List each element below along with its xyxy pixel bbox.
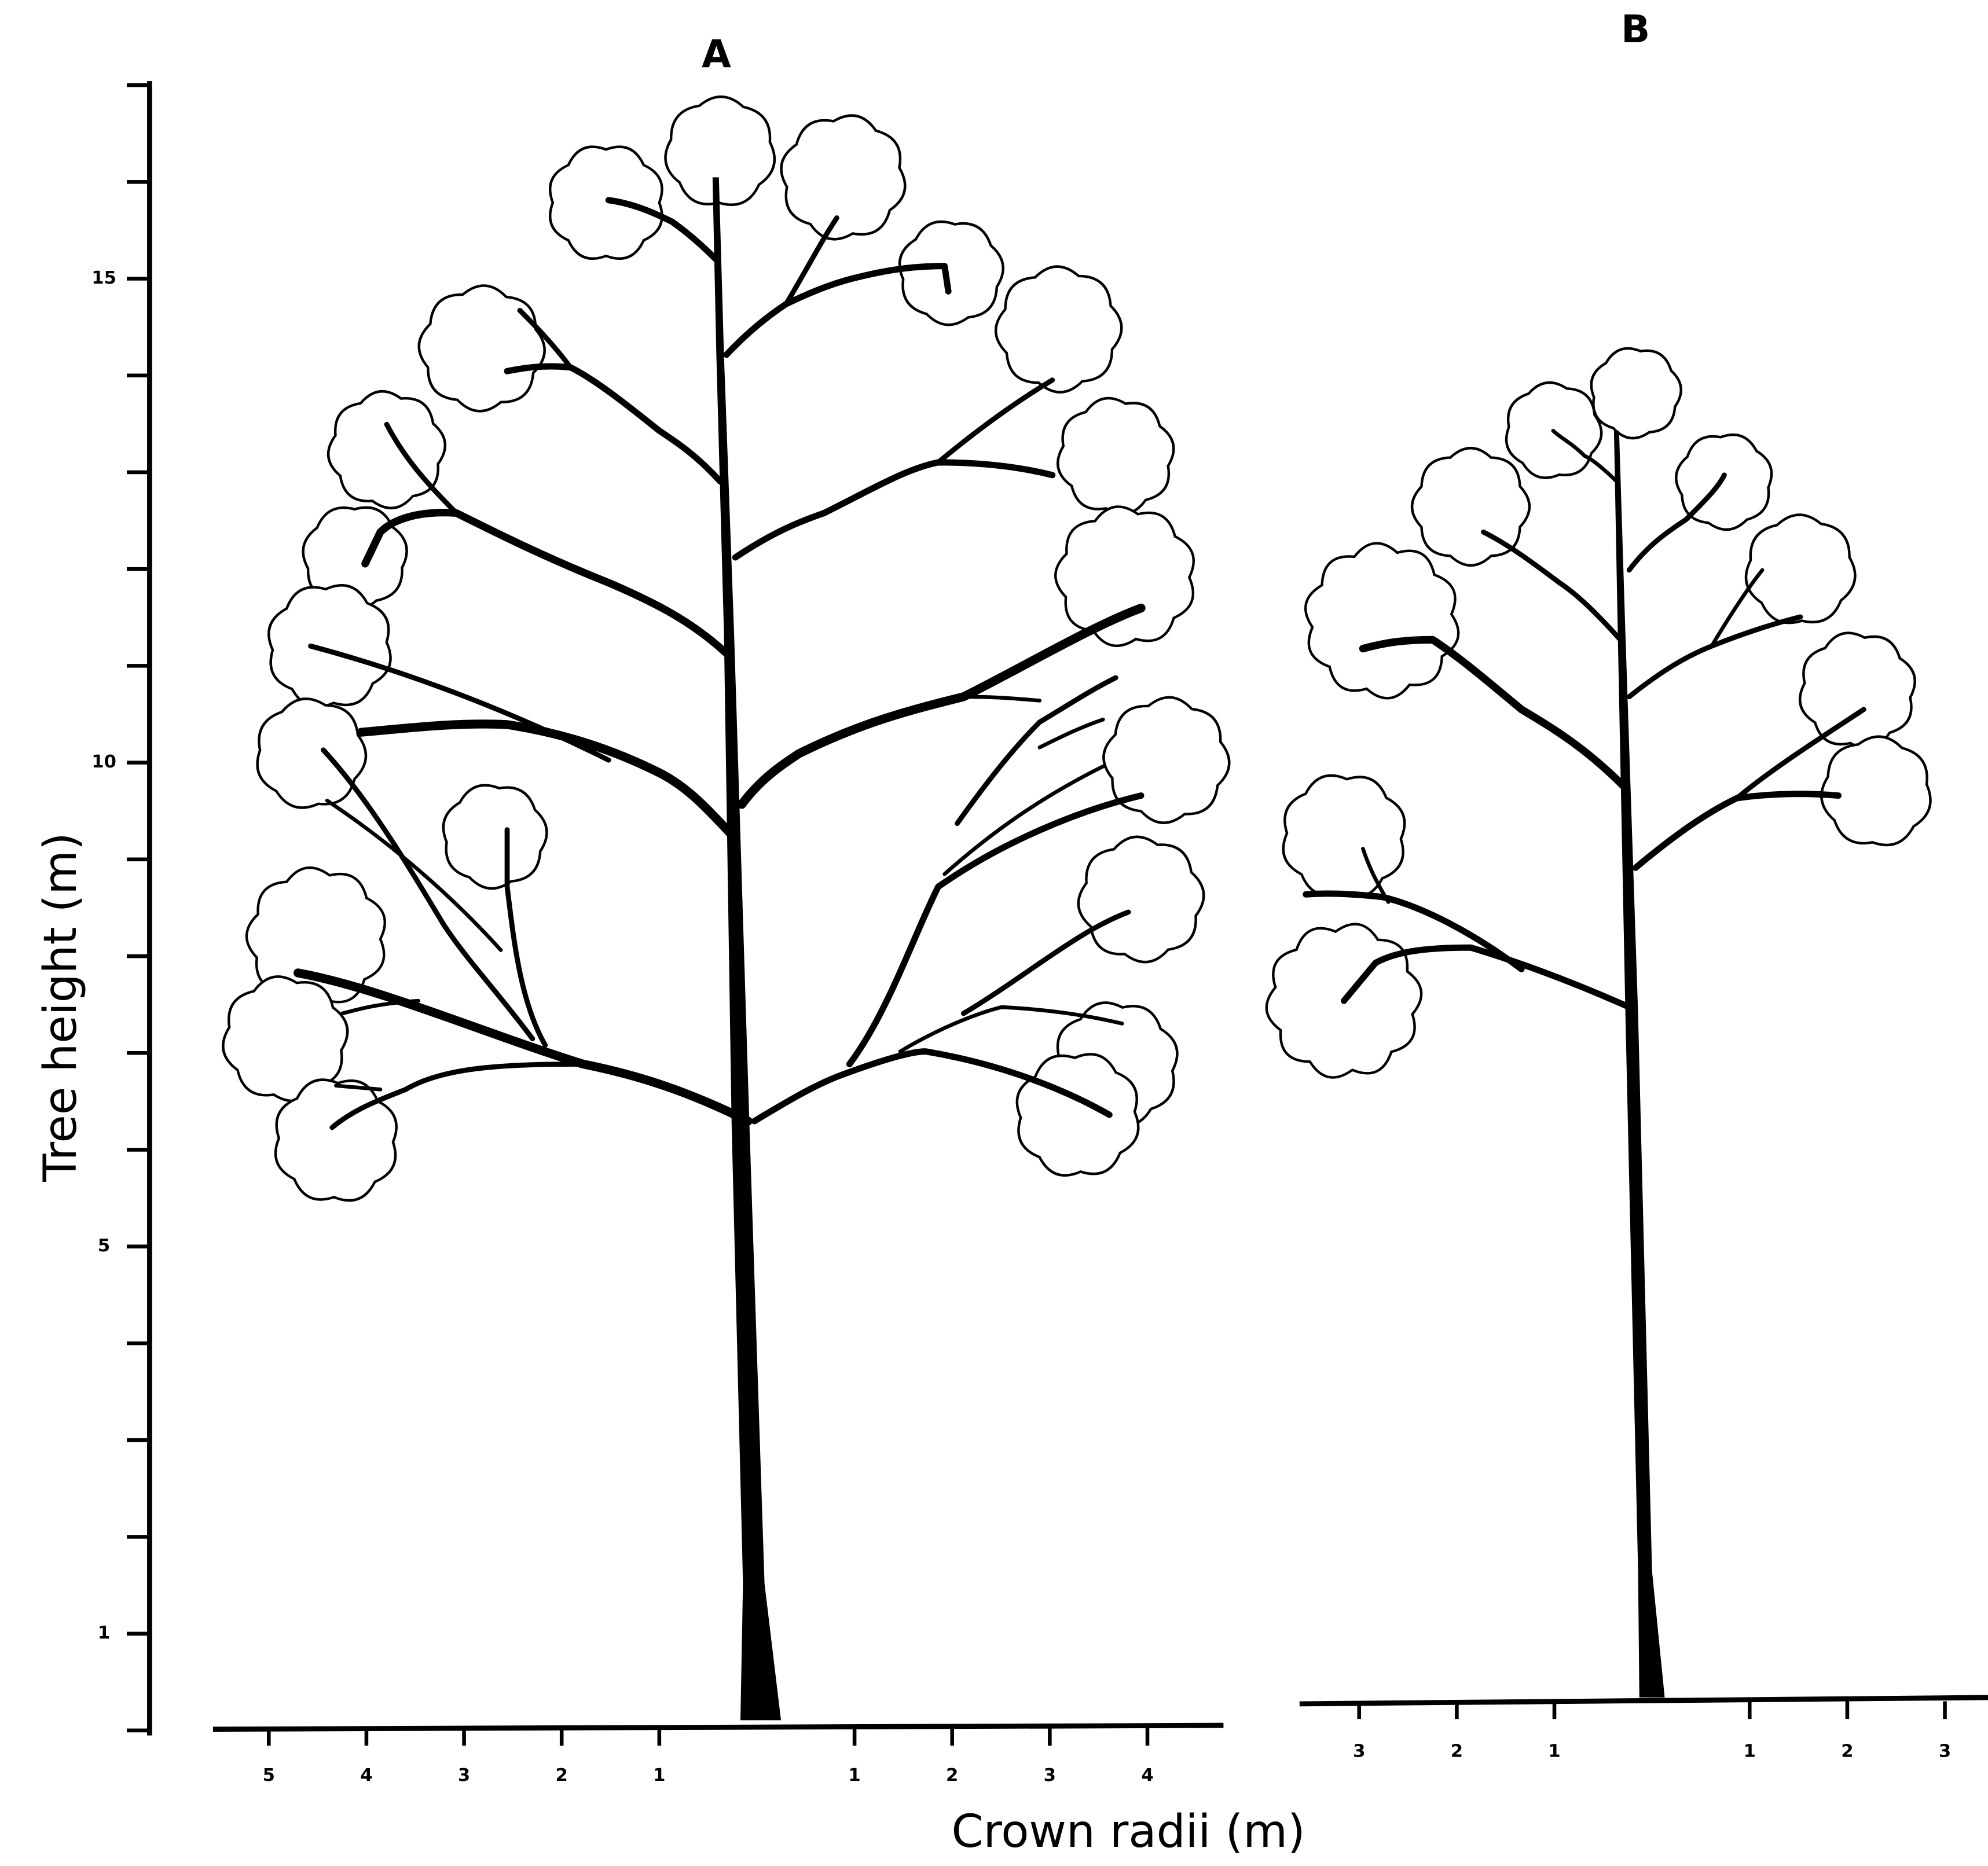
- foliage-clump: [256, 697, 368, 809]
- foliage-clump: [1590, 347, 1682, 440]
- x-tick-label: 1: [653, 1765, 665, 1786]
- foliage-clump: [1820, 735, 1932, 847]
- panel-title: A: [702, 33, 731, 77]
- foliage-clump: [664, 95, 776, 206]
- foliage-clump: [442, 784, 548, 890]
- x-tick-label: 4: [360, 1765, 372, 1786]
- foliage-clump: [1102, 696, 1231, 824]
- x-axis-b: [1299, 1695, 1988, 1707]
- y-tick-label: 5: [98, 1236, 110, 1256]
- y-tick-label: 10: [91, 752, 116, 772]
- x-tick-label: 3: [1353, 1742, 1365, 1762]
- x-tick-label: 1: [1744, 1742, 1756, 1762]
- x-tick-label: 3: [458, 1765, 470, 1786]
- x-tick-label: 1: [1548, 1742, 1560, 1762]
- y-tick-label: 1: [98, 1623, 110, 1643]
- foliage-clump: [898, 220, 1004, 326]
- panel-title: B: [1621, 8, 1650, 52]
- x-tick-label: 2: [1451, 1742, 1463, 1762]
- foliage: [222, 95, 1932, 1202]
- x-tick-label: 2: [946, 1765, 958, 1786]
- x-tick-label: 4: [1141, 1765, 1153, 1786]
- x-tick-label: 2: [1841, 1742, 1853, 1762]
- foliage-clump: [780, 114, 907, 241]
- trunk-b: [1613, 431, 1665, 1698]
- foliage-clump: [1799, 631, 1916, 750]
- foliage-clump: [1077, 835, 1205, 964]
- y-axis-label: Tree height (m): [34, 832, 87, 1182]
- foliage-clump: [1054, 505, 1195, 647]
- branches-b: [1303, 428, 1866, 1011]
- x-tick-label: 5: [263, 1765, 275, 1786]
- foliage-clump: [327, 390, 446, 509]
- trunk-a: [712, 177, 782, 1721]
- foliage-clump: [1304, 542, 1460, 700]
- branches-a: [293, 197, 1146, 1130]
- foliage-clump: [994, 265, 1123, 394]
- foliage-clump: [1057, 396, 1175, 516]
- foliage-clump: [417, 284, 546, 413]
- y-tick-label: 15: [91, 268, 116, 288]
- x-tick-label: 2: [556, 1765, 568, 1786]
- x-tick-label: 3: [1044, 1765, 1056, 1786]
- foliage-clump: [222, 975, 349, 1103]
- x-tick-label: 3: [1939, 1742, 1951, 1762]
- x-tick-label: 1: [848, 1765, 860, 1786]
- foliage-clump: [1744, 513, 1857, 625]
- x-axis-label: Crown radii (m): [951, 1805, 1305, 1858]
- foliage-clump: [1410, 446, 1531, 567]
- foliage-clump: [1282, 774, 1406, 898]
- x-axis-a: [212, 1722, 1224, 1732]
- foliage-clump: [549, 145, 663, 260]
